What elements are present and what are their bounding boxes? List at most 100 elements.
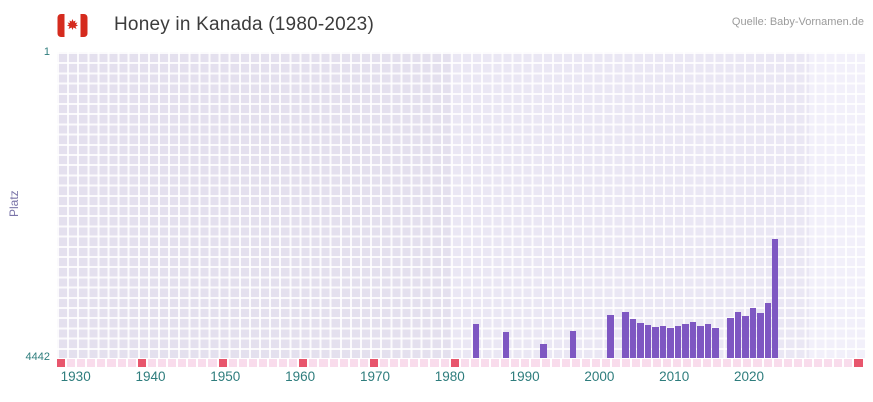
strip-cell	[551, 359, 560, 367]
strip-cell-highlight	[218, 359, 227, 367]
strip-cell	[753, 359, 762, 367]
strip-cell	[612, 359, 621, 367]
bar-2014[interactable]	[704, 324, 712, 358]
strip-cell	[87, 359, 96, 367]
bar-2004[interactable]	[629, 319, 637, 358]
strip-cell	[521, 359, 530, 367]
x-tick-1990: 1990	[509, 369, 540, 384]
x-tick-2020: 2020	[733, 369, 765, 384]
bar-2015[interactable]	[712, 327, 719, 358]
bar-2007[interactable]	[652, 326, 659, 358]
strip-cell	[329, 359, 338, 367]
strip-cell	[188, 359, 197, 367]
x-tick-1930: 1930	[60, 369, 91, 384]
strip-cell	[652, 359, 661, 367]
strip-cell	[289, 359, 298, 367]
strip-cell	[77, 359, 86, 367]
strip-cell	[339, 359, 348, 367]
strip-cell	[168, 359, 177, 367]
bottom-strip	[57, 359, 865, 367]
strip-cell	[258, 359, 267, 367]
strip-cell	[470, 359, 479, 367]
bar-1983[interactable]	[472, 324, 480, 358]
bar-2010[interactable]	[674, 326, 682, 358]
strip-cell	[491, 359, 500, 367]
strip-cell	[743, 359, 752, 367]
bar-2011[interactable]	[682, 324, 689, 358]
bar-2001[interactable]	[607, 315, 614, 358]
bar-2006[interactable]	[644, 324, 652, 358]
bars-layer	[57, 52, 865, 358]
bar-2021[interactable]	[757, 313, 764, 358]
y-tick-worst: 4442	[25, 351, 50, 363]
strip-cell	[390, 359, 399, 367]
x-tick-1970: 1970	[359, 369, 391, 384]
bar-2018[interactable]	[734, 311, 742, 358]
bar-2022[interactable]	[764, 302, 771, 358]
strip-cell	[602, 359, 611, 367]
strip-cell	[814, 359, 823, 367]
bar-1992[interactable]	[540, 344, 547, 358]
x-tick-2010: 2010	[659, 369, 690, 384]
strip-cell	[793, 359, 802, 367]
strip-cell	[622, 359, 631, 367]
x-tick-2000: 2000	[584, 369, 615, 384]
strip-cell	[208, 359, 217, 367]
strip-cell	[107, 359, 116, 367]
strip-cell	[692, 359, 701, 367]
bar-2020[interactable]	[749, 308, 757, 358]
strip-cell	[97, 359, 106, 367]
bar-2017[interactable]	[727, 317, 734, 358]
strip-cell	[319, 359, 328, 367]
bar-2008[interactable]	[659, 325, 667, 358]
bar-2003[interactable]	[622, 312, 629, 358]
strip-cell	[460, 359, 469, 367]
bar-2019[interactable]	[742, 315, 749, 358]
bar-2012[interactable]	[689, 322, 697, 358]
strip-cell	[238, 359, 247, 367]
strip-cell	[410, 359, 419, 367]
bar-1996[interactable]	[569, 331, 577, 358]
strip-cell	[672, 359, 681, 367]
canada-flag-icon	[57, 13, 88, 37]
strip-cell	[763, 359, 772, 367]
bar-2009[interactable]	[667, 327, 674, 358]
strip-cell	[591, 359, 601, 367]
source-credit: Quelle: Baby-Vornamen.de	[731, 16, 864, 28]
bar-2005[interactable]	[637, 322, 644, 358]
strip-cell	[803, 359, 813, 367]
strip-cell	[440, 359, 449, 367]
strip-cell	[723, 359, 732, 367]
strip-cell	[268, 359, 278, 367]
grid-lines	[57, 52, 865, 358]
strip-cell	[531, 359, 540, 367]
strip-cell	[380, 359, 389, 367]
strip-cell-highlight	[450, 359, 459, 367]
bar-2013[interactable]	[697, 326, 704, 358]
strip-cell	[682, 359, 691, 367]
strip-cell	[309, 359, 318, 367]
strip-cell	[127, 359, 136, 367]
strip-cell	[147, 359, 156, 367]
strip-cell	[662, 359, 671, 367]
bar-2023[interactable]	[771, 238, 779, 358]
x-tick-1960: 1960	[285, 369, 316, 384]
x-axis-ticks: 1930 1940 1950 1960 1970 1980 1990 2000 2010 2020	[57, 369, 865, 389]
chart-title: Honey in Kanada (1980-2023)	[114, 14, 374, 35]
strip-cell	[420, 359, 429, 367]
strip-cell	[571, 359, 580, 367]
strip-cell	[713, 359, 722, 367]
strip-cell	[783, 359, 792, 367]
bar-1987[interactable]	[502, 331, 510, 358]
strip-cell	[400, 359, 409, 367]
x-tick-1940: 1940	[135, 369, 166, 384]
strip-cell-highlight	[854, 359, 863, 367]
strip-cell	[642, 359, 651, 367]
strip-cell	[349, 359, 358, 367]
strip-cell	[703, 359, 712, 367]
strip-cell-highlight	[299, 359, 308, 367]
strip-cell	[67, 359, 76, 367]
strip-cell	[117, 359, 126, 367]
strip-cell	[834, 359, 843, 367]
